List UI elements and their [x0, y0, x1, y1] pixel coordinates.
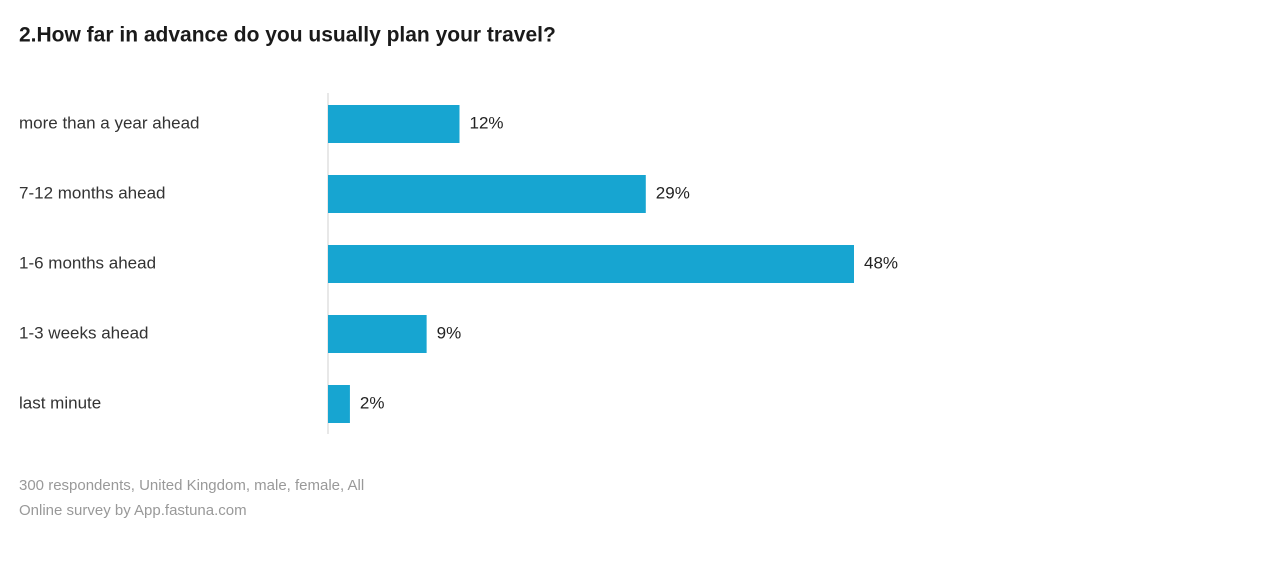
category-label: more than a year ahead — [19, 113, 200, 132]
bar — [328, 175, 646, 213]
footnote: Online survey by App.fastuna.com — [19, 502, 247, 519]
chart-title: 2.How far in advance do you usually plan… — [19, 24, 556, 47]
value-label: 12% — [470, 113, 504, 132]
value-label: 48% — [864, 253, 898, 272]
value-label: 29% — [656, 183, 690, 202]
value-label: 9% — [437, 323, 462, 342]
category-label: 1-6 months ahead — [19, 253, 156, 272]
bar — [328, 315, 427, 353]
category-label: 1-3 weeks ahead — [19, 323, 148, 342]
bar — [328, 245, 854, 283]
bar — [328, 105, 460, 143]
bar — [328, 385, 350, 423]
category-label: 7-12 months ahead — [19, 183, 166, 202]
value-label: 2% — [360, 393, 385, 412]
footnote: 300 respondents, United Kingdom, male, f… — [19, 477, 364, 494]
category-label: last minute — [19, 393, 101, 412]
